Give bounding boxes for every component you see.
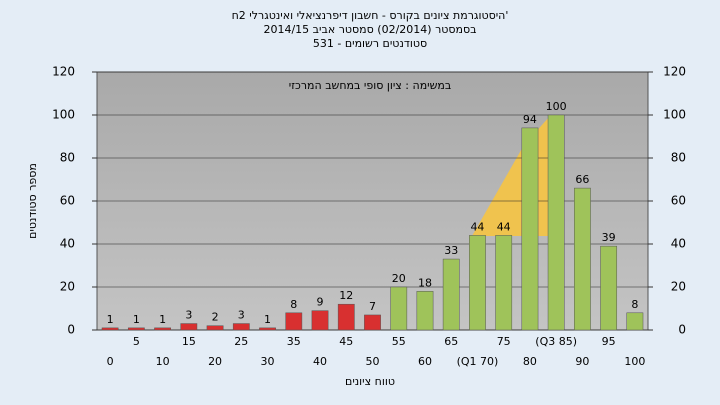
value-label: 94 <box>523 113 537 126</box>
value-label: 1 <box>107 313 114 326</box>
y-tick-label: 80 <box>60 151 75 165</box>
y-tick-label: 60 <box>60 194 75 208</box>
y-tick-label: 100 <box>52 108 75 122</box>
value-label: 1 <box>264 313 271 326</box>
value-label: 7 <box>369 300 376 313</box>
value-label: 1 <box>133 313 140 326</box>
x-tick-label: 20 <box>208 355 222 368</box>
x-tick-label: 5 <box>133 335 140 348</box>
value-label: 8 <box>290 298 297 311</box>
y-axis-label: מספר סטודנטים <box>26 163 39 239</box>
value-label: 8 <box>631 298 638 311</box>
chart-subtitle: בסמסטר (02/2014) סמסטר אביב 2014/15 <box>263 23 476 36</box>
bar <box>311 310 329 331</box>
annotation: במשימה : ציון סופי במחשב המרכזי <box>289 79 452 92</box>
bar <box>364 314 381 331</box>
x-tick-label: 25 <box>234 335 248 348</box>
bar <box>180 323 198 331</box>
y2-tick-label: 0 <box>678 323 686 337</box>
x-tick-label: 60 <box>418 355 432 368</box>
x-tick-label: 0 <box>107 355 114 368</box>
x-tick-label: 45 <box>339 335 353 348</box>
bar <box>626 312 644 331</box>
bar <box>442 258 460 331</box>
chart-title: היסטוגרמת ציונים בקורס - חשבון דיפרנציאל… <box>232 9 509 22</box>
x-tick-label: (Q1 70) <box>457 355 499 368</box>
value-label: 66 <box>575 173 589 186</box>
bar <box>206 325 224 331</box>
x-axis-label: טווח ציונים <box>345 375 395 388</box>
bar <box>469 235 486 331</box>
x-tick-label: 15 <box>182 335 196 348</box>
x-tick-label: (Q3 85) <box>535 335 577 348</box>
y2-tick-label: 20 <box>671 280 686 294</box>
x-tick-label: 50 <box>366 355 380 368</box>
bar <box>495 235 513 331</box>
x-tick-label: 90 <box>575 355 589 368</box>
x-tick-label: 40 <box>313 355 327 368</box>
bar <box>232 323 250 331</box>
bar <box>127 327 145 331</box>
bar <box>600 245 618 331</box>
x-tick-label: 55 <box>392 335 406 348</box>
y-tick-label: 120 <box>52 65 75 79</box>
y-tick-label: 0 <box>67 323 75 337</box>
bar <box>101 327 119 331</box>
bar <box>285 312 303 331</box>
x-tick-label: 35 <box>287 335 301 348</box>
value-label: 44 <box>497 220 511 233</box>
chart-subtitle: סטודנטים רשומים - 531 <box>313 37 427 50</box>
value-label: 44 <box>470 220 484 233</box>
y-tick-label: 20 <box>60 280 75 294</box>
value-label: 39 <box>602 231 616 244</box>
y2-tick-label: 120 <box>663 65 686 79</box>
y2-tick-label: 40 <box>671 237 686 251</box>
value-label: 12 <box>339 289 353 302</box>
x-tick-label: 65 <box>444 335 458 348</box>
x-tick-label: 100 <box>624 355 645 368</box>
bar <box>416 291 434 331</box>
bar <box>574 187 591 331</box>
y2-tick-label: 80 <box>671 151 686 165</box>
x-tick-label: 80 <box>523 355 537 368</box>
value-label: 9 <box>317 296 324 309</box>
value-label: 33 <box>444 244 458 257</box>
value-label: 20 <box>392 272 406 285</box>
bar <box>154 327 171 331</box>
bar <box>390 286 408 331</box>
value-label: 2 <box>212 311 219 324</box>
value-label: 3 <box>185 309 192 322</box>
y-tick-label: 40 <box>60 237 75 251</box>
bar <box>337 303 355 331</box>
bar <box>547 114 565 331</box>
value-label: 100 <box>546 100 567 113</box>
x-tick-label: 30 <box>261 355 275 368</box>
bar <box>259 327 276 331</box>
bar <box>521 127 539 331</box>
value-label: 3 <box>238 309 245 322</box>
x-tick-label: 75 <box>497 335 511 348</box>
value-label: 18 <box>418 276 432 289</box>
x-tick-label: 95 <box>602 335 616 348</box>
x-tick-label: 10 <box>156 355 170 368</box>
y2-tick-label: 60 <box>671 194 686 208</box>
y2-tick-label: 100 <box>663 108 686 122</box>
value-label: 1 <box>159 313 166 326</box>
